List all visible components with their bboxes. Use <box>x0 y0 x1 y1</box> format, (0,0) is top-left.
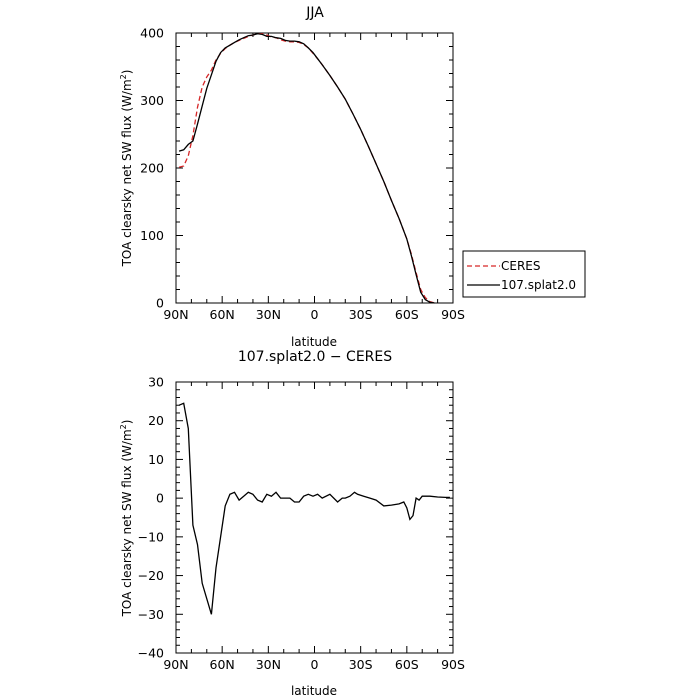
top-x-tick-label: 0 <box>311 307 319 322</box>
top-x-axis-label: latitude <box>291 335 337 349</box>
top-y-tick-label: 300 <box>140 93 164 108</box>
bottom-y-tick-label: −40 <box>138 646 164 661</box>
top-series-line-0 <box>178 33 435 304</box>
bottom-x-tick-label: 90N <box>163 657 188 672</box>
top-x-tick-label: 30S <box>349 307 373 322</box>
top-x-tick-label: 30N <box>256 307 281 322</box>
top-y-tick-label: 400 <box>140 26 164 41</box>
top-panel-title: JJA <box>305 5 324 21</box>
bottom-x-tick-label: 60S <box>395 657 419 672</box>
legend-box <box>462 250 586 298</box>
bottom-y-tick-label: 20 <box>148 413 164 428</box>
top-x-tick-label: 60N <box>210 307 235 322</box>
bottom-y-tick-label: −20 <box>138 568 164 583</box>
bottom-x-tick-label: 90S <box>441 657 465 672</box>
top-y-tick-label: 100 <box>140 228 164 243</box>
top-series-line-1 <box>178 33 435 304</box>
top-x-tick-label: 60S <box>395 307 419 322</box>
legend-label-ceres: CERES <box>501 259 541 273</box>
legend: CERES 107.splat2.0 <box>462 250 586 298</box>
bottom-y-tick-label: −10 <box>138 529 164 544</box>
bottom-y-tick-label: 0 <box>156 491 164 506</box>
bottom-panel-title: 107.splat2.0 − CERES <box>238 349 392 365</box>
bottom-series-layer <box>178 402 450 615</box>
top-series-layer <box>178 33 435 304</box>
top-y-axis-label: TOA clearsky net SW flux (W/m2) <box>119 70 134 268</box>
bottom-y-tick-label: −30 <box>138 607 164 622</box>
bottom-y-axis-label: TOA clearsky net SW flux (W/m2) <box>119 420 134 618</box>
bottom-x-tick-label: 0 <box>311 657 319 672</box>
bottom-x-axis-label: latitude <box>291 684 337 698</box>
top-y-tick-label: 0 <box>156 296 164 311</box>
bottom-series-line-0 <box>178 402 450 615</box>
top-y-tick-label: 200 <box>140 161 164 176</box>
top-panel: JJA 90N 60N 30N 0 30S 60S 90S 0 100 200 300 400 lat… <box>119 5 586 349</box>
bottom-y-tick-label: 30 <box>148 375 164 390</box>
bottom-panel: 107.splat2.0 − CERES 90N 60N 30N 0 30S 60S 90S… <box>119 349 465 698</box>
top-plot-frame <box>175 32 454 304</box>
legend-label-model: 107.splat2.0 <box>501 278 576 292</box>
bottom-y-tick-label: 10 <box>148 452 164 467</box>
bottom-x-tick-label: 60N <box>210 657 235 672</box>
bottom-axis-ticks: 90N 60N 30N 0 30S 60S 90S −40 −30 −20 −10 0 10 20 30 <box>138 375 465 673</box>
top-x-tick-label: 90N <box>163 307 188 322</box>
top-axis-ticks: 90N 60N 30N 0 30S 60S 90S 0 100 200 300 400 <box>140 26 465 323</box>
bottom-x-tick-label: 30S <box>349 657 373 672</box>
top-x-tick-label: 90S <box>441 307 465 322</box>
bottom-x-tick-label: 30N <box>256 657 281 672</box>
